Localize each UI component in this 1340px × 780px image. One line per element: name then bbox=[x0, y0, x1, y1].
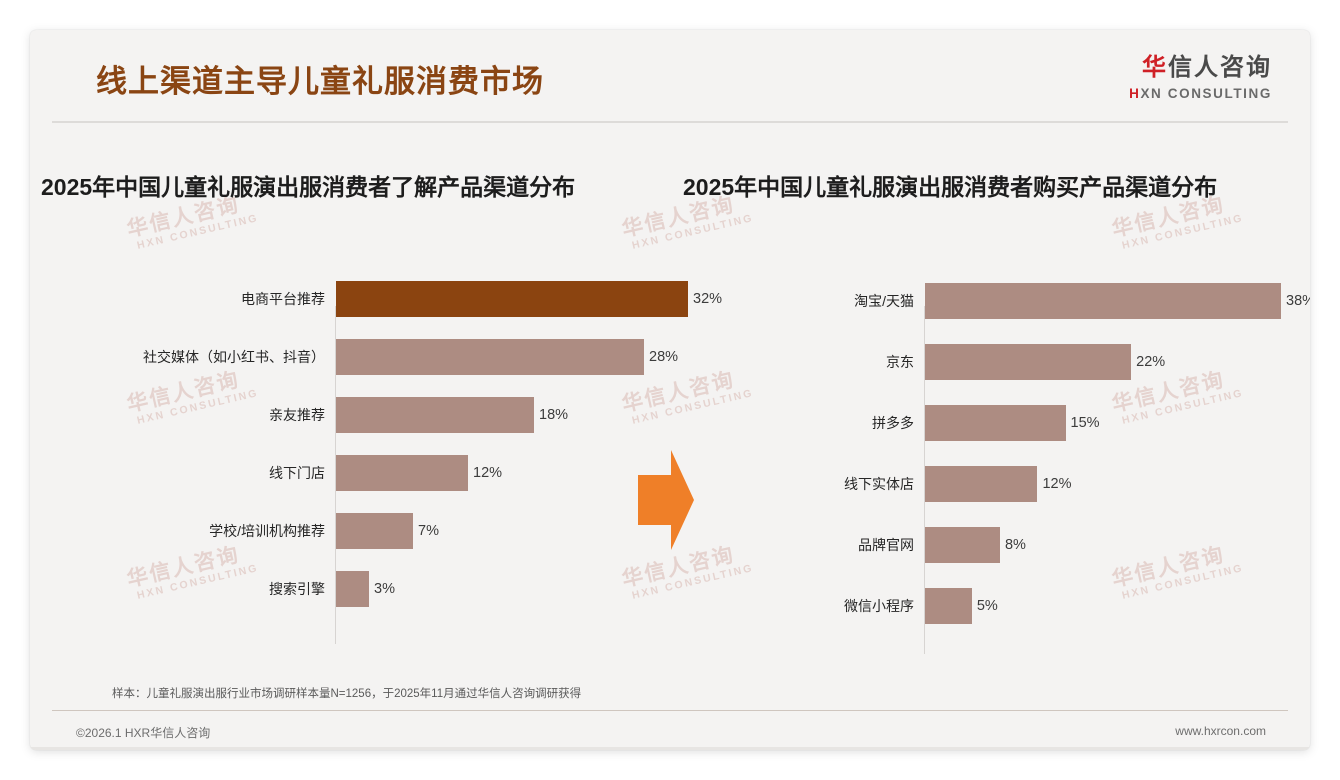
chart-bars-right: 淘宝/天猫 38% 京东 22% 拼多多 15% 线下实体店 12% 品牌官网 8% 微信小程序 5% bbox=[765, 270, 1310, 636]
bar-category-label: 学校/培训机构推荐 bbox=[209, 523, 325, 539]
bar-category-label: 淘宝/天猫 bbox=[854, 292, 914, 309]
footer-copyright: ©2026.1 HXR华信人咨询 bbox=[76, 726, 211, 740]
bar-rect bbox=[925, 282, 1282, 319]
bar-value-label: 15% bbox=[1070, 414, 1100, 431]
bar-value-label: 22% bbox=[1136, 353, 1166, 370]
company-logo: 华信人咨询 HXN CONSULTING bbox=[1129, 56, 1272, 101]
chart-bar-row: 搜索引擎 3% bbox=[130, 560, 690, 618]
chart-bar-row: 品牌官网 8% bbox=[765, 514, 1310, 575]
bar-rect bbox=[336, 281, 688, 317]
bar-value-label: 12% bbox=[1042, 475, 1072, 492]
footer-divider bbox=[52, 710, 1288, 711]
chart-awareness-channels: 电商平台推荐 32% 社交媒体（如小红书、抖音） 28% 亲友推荐 18% 线下门店 12% 学… bbox=[130, 270, 722, 644]
bar-value-label: 18% bbox=[539, 407, 569, 423]
watermark-en-text: HXN CONSULTING bbox=[630, 212, 755, 252]
bar-category-label: 搜索引擎 bbox=[269, 581, 325, 597]
bar-rect bbox=[336, 339, 644, 375]
logo-cn-highlight: 华 bbox=[1142, 54, 1168, 81]
bar-rect bbox=[336, 397, 534, 433]
chart-bar-row: 拼多多 15% bbox=[765, 392, 1310, 453]
slide-canvas: 华信人咨询 HXN CONSULTING 华信人咨询 HXN CONSULTING 华信… bbox=[30, 30, 1310, 750]
bar-value-label: 38% bbox=[1286, 292, 1310, 309]
bar-rect bbox=[925, 343, 1132, 380]
bar-rect bbox=[336, 513, 413, 549]
logo-en-rest: XN CONSULTING bbox=[1140, 86, 1272, 101]
chart-bar-row: 线下实体店 12% bbox=[765, 453, 1310, 514]
header-divider bbox=[52, 121, 1288, 123]
chart-bar-row: 电商平台推荐 32% bbox=[130, 270, 722, 328]
bar-category-label: 线下实体店 bbox=[844, 475, 914, 492]
bar-category-label: 拼多多 bbox=[872, 414, 914, 431]
page-title: 线上渠道主导儿童礼服消费市场 bbox=[96, 64, 544, 99]
chart-bar-row: 学校/培训机构推荐 7% bbox=[130, 502, 690, 560]
slide-bottom-edge bbox=[30, 747, 1310, 750]
bar-rect bbox=[336, 571, 369, 607]
chart-bar-row: 线下门店 12% bbox=[130, 444, 690, 502]
slide-footer: ©2026.1 HXR华信人咨询 www.hxrcon.com bbox=[30, 718, 1310, 750]
bar-value-label: 5% bbox=[976, 597, 998, 614]
logo-chinese-text: 华信人咨询 bbox=[1129, 56, 1272, 80]
chart-axis-line bbox=[924, 306, 925, 654]
bar-rect bbox=[925, 404, 1066, 441]
chart-bar-row: 社交媒体（如小红书、抖音） 28% bbox=[130, 328, 690, 386]
chart-purchase-channels: 淘宝/天猫 38% 京东 22% 拼多多 15% 线下实体店 12% 品牌官网 8% 微信小程序 5% bbox=[765, 270, 1310, 654]
logo-english-text: HXN CONSULTING bbox=[1129, 87, 1272, 101]
chart-title-left: 2025年中国儿童礼服演出服消费者了解产品渠道分布 bbox=[41, 174, 576, 200]
bar-category-label: 亲友推荐 bbox=[269, 407, 325, 423]
watermark-en-text: HXN CONSULTING bbox=[1120, 212, 1245, 252]
chart-title-right: 2025年中国儿童礼服演出服消费者购买产品渠道分布 bbox=[683, 174, 1218, 200]
logo-cn-rest: 信人咨询 bbox=[1168, 54, 1272, 81]
bar-value-label: 8% bbox=[1004, 536, 1026, 553]
watermark-en-text: HXN CONSULTING bbox=[135, 212, 260, 252]
footer-website[interactable]: www.hxrcon.com bbox=[1175, 724, 1266, 738]
bar-rect bbox=[925, 465, 1038, 502]
chart-bar-row: 微信小程序 5% bbox=[765, 575, 1310, 636]
bar-value-label: 12% bbox=[473, 465, 503, 481]
sample-footnote: 样本：儿童礼服演出服行业市场调研样本量N=1256，于2025年11月通过华信人… bbox=[112, 688, 582, 700]
bar-rect bbox=[925, 526, 1000, 563]
chart-axis-line bbox=[335, 306, 336, 644]
chart-bar-row: 淘宝/天猫 38% bbox=[765, 270, 1310, 331]
flow-arrow-icon bbox=[635, 445, 697, 555]
bar-rect bbox=[336, 455, 468, 491]
chart-bar-row: 京东 22% bbox=[765, 331, 1310, 392]
bar-category-label: 社交媒体（如小红书、抖音） bbox=[143, 349, 325, 365]
chart-bars-left: 电商平台推荐 32% 社交媒体（如小红书、抖音） 28% 亲友推荐 18% 线下门店 12% 学… bbox=[130, 270, 722, 618]
bar-category-label: 品牌官网 bbox=[858, 536, 914, 553]
bar-value-label: 7% bbox=[418, 523, 439, 539]
bar-value-label: 32% bbox=[693, 291, 723, 307]
bar-category-label: 线下门店 bbox=[269, 465, 325, 481]
chart-bar-row: 亲友推荐 18% bbox=[130, 386, 690, 444]
bar-value-label: 28% bbox=[649, 349, 679, 365]
bar-category-label: 微信小程序 bbox=[844, 597, 914, 614]
bar-category-label: 电商平台推荐 bbox=[241, 291, 325, 307]
bar-value-label: 3% bbox=[374, 581, 395, 597]
slide-header: 线上渠道主导儿童礼服消费市场 华信人咨询 HXN CONSULTING bbox=[30, 30, 1310, 122]
bar-category-label: 京东 bbox=[886, 353, 914, 370]
logo-en-highlight: H bbox=[1129, 86, 1141, 101]
bar-rect bbox=[925, 587, 972, 624]
